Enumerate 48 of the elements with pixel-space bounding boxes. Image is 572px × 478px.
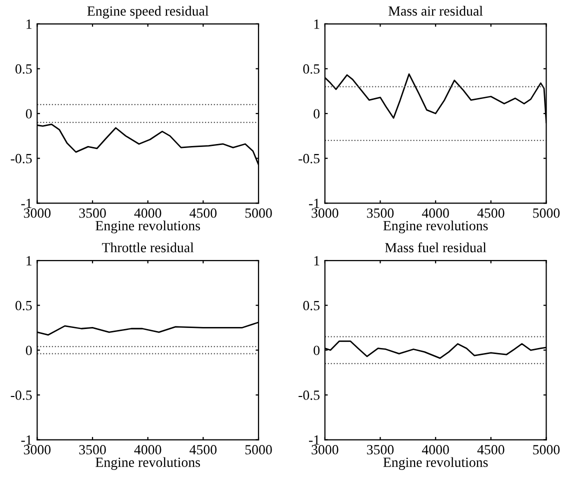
y-tick-label: 1 <box>26 20 32 29</box>
x-tick-label: 5000 <box>533 445 560 454</box>
x-tick-label: 4000 <box>134 208 162 218</box>
chart-title: Mass air residual <box>388 6 483 16</box>
y-tick-label: -1 <box>309 435 320 445</box>
chart-title: Mass fuel residual <box>385 242 486 252</box>
y-tick-label: 0.5 <box>303 64 320 74</box>
x-axis-title: Engine revolutions <box>383 220 488 234</box>
y-tick-label: -1 <box>309 198 320 208</box>
y-tick-label: 0 <box>26 346 32 356</box>
y-tick-label: 0 <box>314 109 320 118</box>
x-tick-label: 4000 <box>134 445 162 454</box>
y-tick-label: -0.5 <box>298 390 320 400</box>
x-axis-title: Engine revolutions <box>96 457 200 470</box>
chart-title: Throttle residual <box>102 242 194 252</box>
y-tick-label: 1 <box>314 20 320 29</box>
x-tick-label: 3000 <box>312 208 338 218</box>
x-tick-label: 4500 <box>477 445 504 454</box>
x-tick-label: 4000 <box>422 208 449 218</box>
x-tick-label: 3500 <box>79 445 106 454</box>
x-axis-title: Engine revolutions <box>383 457 488 470</box>
y-tick-label: 0.5 <box>303 300 320 310</box>
y-tick-label: -1 <box>21 198 32 208</box>
x-tick-label: 3500 <box>367 208 394 218</box>
x-tick-label: 4000 <box>422 445 449 454</box>
x-tick-label: 3000 <box>312 445 338 454</box>
y-tick-label: 0.5 <box>15 300 32 310</box>
y-tick-label: -0.5 <box>10 390 32 400</box>
y-tick-label: 0 <box>314 346 320 356</box>
y-tick-label: -1 <box>21 435 32 445</box>
x-tick-label: 3500 <box>367 445 394 454</box>
x-tick-label: 4500 <box>477 208 504 218</box>
x-tick-label: 3500 <box>79 208 106 218</box>
chart-title: Engine speed residual <box>87 6 209 19</box>
x-tick-label: 5000 <box>245 208 272 218</box>
y-tick-label: 1 <box>314 256 320 266</box>
x-tick-label: 5000 <box>245 445 272 454</box>
x-tick-label: 4500 <box>190 445 217 454</box>
x-tick-label: 3000 <box>24 445 51 454</box>
y-tick-label: -0.5 <box>10 154 32 164</box>
x-axis-title: Engine revolutions <box>96 220 200 234</box>
y-tick-label: -0.5 <box>298 154 320 164</box>
y-tick-label: 0 <box>26 109 32 118</box>
x-tick-label: 5000 <box>533 208 560 218</box>
x-tick-label: 4500 <box>190 208 217 218</box>
y-tick-label: 0.5 <box>15 64 32 74</box>
y-tick-label: 1 <box>26 256 32 266</box>
x-tick-label: 3000 <box>24 208 51 218</box>
